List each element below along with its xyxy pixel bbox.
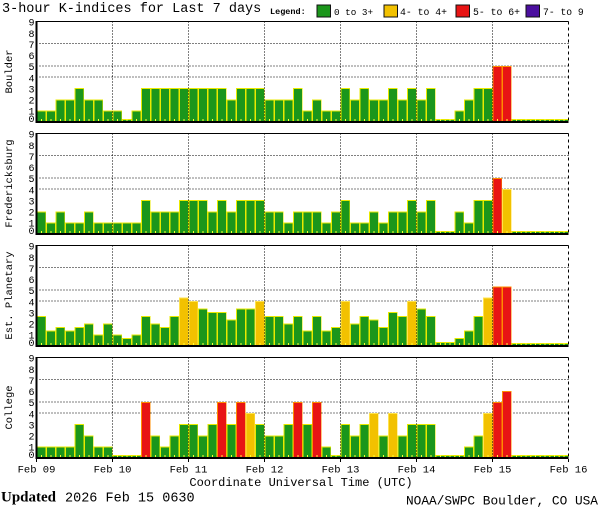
svg-text:2: 2 [28, 97, 34, 108]
svg-text:Feb 15: Feb 15 [474, 465, 512, 477]
svg-text:NOAA/SWPC Boulder, CO USA: NOAA/SWPC Boulder, CO USA [406, 494, 598, 509]
svg-text:2: 2 [28, 321, 34, 332]
svg-text:7: 7 [28, 377, 34, 388]
svg-text:7: 7 [28, 153, 34, 164]
svg-text:Feb 14: Feb 14 [398, 465, 436, 477]
svg-text:0: 0 [28, 115, 34, 126]
svg-text:Feb 12: Feb 12 [246, 465, 284, 477]
svg-text:9: 9 [28, 243, 34, 254]
svg-text:0: 0 [28, 451, 34, 462]
svg-text:8: 8 [28, 254, 34, 265]
svg-text:Updated: Updated [1, 490, 57, 506]
svg-text:0: 0 [28, 227, 34, 238]
svg-text:2: 2 [28, 433, 34, 444]
svg-text:8: 8 [28, 142, 34, 153]
svg-text:7- to 9: 7- to 9 [543, 7, 584, 18]
svg-text:Feb 11: Feb 11 [170, 465, 208, 477]
svg-text:6: 6 [28, 388, 34, 399]
svg-text:2: 2 [28, 209, 34, 220]
svg-text:5: 5 [28, 399, 34, 410]
svg-text:5: 5 [28, 287, 34, 298]
svg-text:3: 3 [28, 309, 34, 320]
svg-text:8: 8 [28, 30, 34, 41]
svg-text:3-hour K-indices for Last 7 da: 3-hour K-indices for Last 7 days [2, 2, 261, 17]
svg-text:Legend:: Legend: [270, 7, 306, 17]
svg-text:5: 5 [28, 63, 34, 74]
svg-text:3: 3 [28, 85, 34, 96]
svg-text:0 to 3+: 0 to 3+ [334, 7, 373, 18]
svg-text:7: 7 [28, 41, 34, 52]
svg-text:Boulder: Boulder [4, 49, 16, 93]
svg-text:7: 7 [28, 265, 34, 276]
svg-text:5- to 6+: 5- to 6+ [473, 7, 520, 18]
svg-text:Est. Planetary: Est. Planetary [4, 251, 16, 339]
svg-text:9: 9 [28, 355, 34, 366]
svg-text:1: 1 [28, 108, 34, 119]
svg-text:9: 9 [28, 19, 34, 30]
svg-text:4: 4 [28, 410, 34, 421]
svg-text:6: 6 [28, 52, 34, 63]
svg-text:9: 9 [28, 131, 34, 142]
svg-text:Fredericksburg: Fredericksburg [4, 139, 16, 227]
svg-text:1: 1 [28, 444, 34, 455]
svg-text:5: 5 [28, 175, 34, 186]
svg-text:College: College [4, 385, 16, 429]
svg-text:8: 8 [28, 366, 34, 377]
svg-text:Feb 09: Feb 09 [18, 465, 56, 477]
svg-text:6: 6 [28, 164, 34, 175]
svg-text:Coordinate Universal Time (UTC: Coordinate Universal Time (UTC) [189, 476, 412, 490]
svg-text:1: 1 [28, 332, 34, 343]
svg-text:4- to 4+: 4- to 4+ [400, 7, 447, 18]
svg-text:Feb 10: Feb 10 [94, 465, 132, 477]
svg-text:3: 3 [28, 421, 34, 432]
svg-text:Feb 13: Feb 13 [322, 465, 360, 477]
svg-text:4: 4 [28, 186, 34, 197]
svg-text:Feb 16: Feb 16 [550, 465, 588, 477]
svg-text:6: 6 [28, 276, 34, 287]
svg-text:1: 1 [28, 220, 34, 231]
svg-text:2026 Feb 15 0630: 2026 Feb 15 0630 [65, 492, 195, 507]
svg-text:4: 4 [28, 74, 34, 85]
svg-text:0: 0 [28, 339, 34, 350]
svg-text:4: 4 [28, 298, 34, 309]
svg-text:3: 3 [28, 197, 34, 208]
